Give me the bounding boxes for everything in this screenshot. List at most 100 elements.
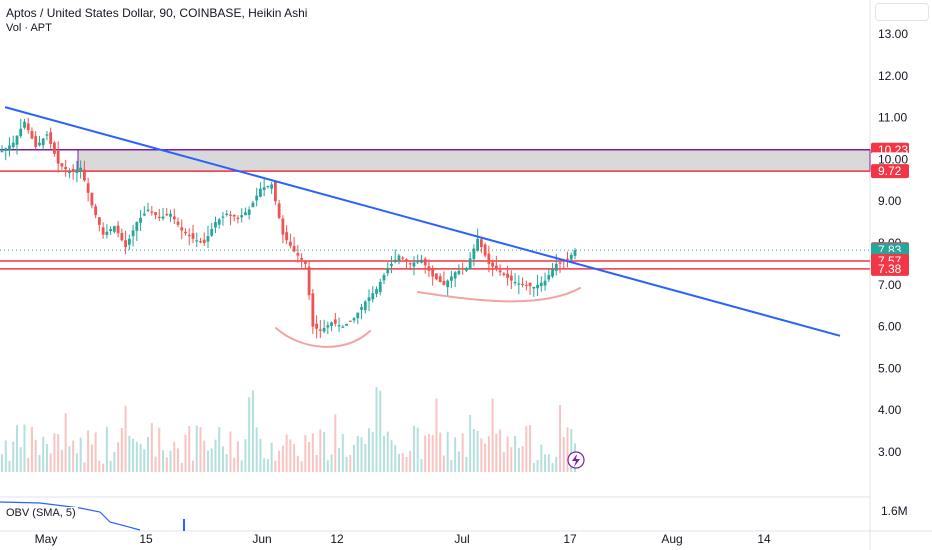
candle-body — [229, 214, 232, 216]
candle-body — [135, 222, 139, 231]
volume-bar — [236, 441, 239, 472]
candle-body — [270, 184, 274, 189]
candle-body — [491, 262, 495, 267]
descending-trendline[interactable] — [4, 106, 841, 337]
volume-bar — [330, 454, 333, 472]
candle-body — [56, 150, 60, 164]
volume-bar — [274, 460, 277, 472]
candle-body — [420, 259, 423, 263]
candle-body — [79, 167, 83, 172]
lightning-icon[interactable] — [567, 451, 585, 469]
candle-body — [285, 232, 289, 241]
volume-bar — [360, 437, 363, 472]
candle-body — [337, 325, 341, 327]
volume-bar — [8, 460, 11, 472]
volume-bar — [68, 446, 71, 472]
candle-body — [472, 248, 476, 260]
time-axis[interactable]: May 15 Jun 12 Jul 17 Aug 14 — [35, 532, 771, 546]
volume-bar — [147, 436, 150, 472]
candle-body — [566, 258, 569, 260]
candle-body — [94, 206, 98, 216]
volume-bar — [162, 450, 165, 472]
volume-bar — [547, 454, 550, 472]
volume-bar — [75, 453, 78, 472]
candle-body — [371, 293, 375, 300]
volume-bar — [446, 431, 449, 472]
candle-body — [210, 229, 214, 236]
volume-bar — [424, 435, 427, 472]
volume-bar — [229, 431, 232, 472]
volume-bar — [289, 439, 292, 472]
candle-body — [292, 246, 296, 252]
volume-bar — [469, 414, 472, 472]
volume-bar — [476, 430, 479, 472]
volume-bar — [551, 462, 554, 472]
volume-bar — [544, 454, 547, 472]
volume-bar — [281, 445, 284, 472]
volume-bar — [233, 457, 236, 472]
volume-bar — [311, 433, 314, 472]
annotation-arc-left[interactable] — [275, 327, 371, 348]
candle-body — [240, 215, 244, 218]
candle-body — [11, 142, 15, 148]
candle-body — [464, 268, 468, 271]
candle-body — [195, 240, 199, 242]
volume-bar — [412, 425, 415, 472]
candle-body — [161, 216, 165, 219]
price-label-bg — [871, 152, 909, 167]
time-tick: 12 — [330, 532, 344, 546]
volume-bar — [341, 434, 344, 472]
candle-body — [348, 320, 352, 322]
volume-bar — [206, 450, 209, 472]
volume-bar — [319, 429, 322, 472]
candle-body — [288, 241, 292, 246]
volume-bar — [90, 444, 93, 472]
volume-bar — [353, 445, 356, 472]
volume-bar — [397, 453, 400, 472]
candle-body — [165, 214, 169, 216]
candle-body — [150, 211, 154, 213]
candle-body — [64, 167, 68, 170]
candle-body — [97, 217, 101, 225]
candle-body — [303, 261, 307, 264]
candle-body — [157, 216, 161, 219]
candle-body — [442, 280, 446, 285]
volume-bar — [480, 438, 483, 472]
candle-body — [468, 258, 472, 270]
volume-bar — [521, 446, 524, 472]
price-label: 7.38 — [878, 262, 902, 276]
candle-body — [172, 216, 176, 220]
candle-body — [382, 275, 386, 281]
candle-body — [90, 192, 94, 206]
volume-bars — [1, 387, 576, 472]
candle-body — [262, 187, 266, 190]
volume-bar — [214, 439, 217, 472]
volume-bar — [383, 435, 385, 472]
obv-marker — [183, 519, 185, 531]
time-tick: Aug — [661, 532, 682, 546]
candle-body — [19, 128, 23, 137]
toolbar-button[interactable] — [875, 3, 929, 21]
volume-bar — [42, 436, 45, 472]
candle-body — [363, 301, 367, 311]
candle-body — [116, 225, 120, 234]
annotation-arc-right[interactable] — [417, 287, 581, 303]
volume-bar — [296, 455, 299, 472]
plot-background — [0, 0, 870, 550]
volume-bar — [199, 427, 202, 472]
volume-bar — [566, 427, 569, 472]
volume-bar — [439, 432, 442, 472]
candle-body — [71, 168, 75, 171]
candle-body — [532, 286, 536, 289]
candle-body — [416, 261, 420, 263]
volume-bar — [27, 457, 30, 472]
candle-body — [431, 269, 435, 277]
candle-body — [45, 134, 49, 136]
candle-body — [86, 183, 90, 193]
volume-bar — [143, 449, 146, 472]
candle-body — [127, 238, 131, 245]
volume-bar — [345, 456, 348, 472]
candle-body — [41, 138, 45, 146]
